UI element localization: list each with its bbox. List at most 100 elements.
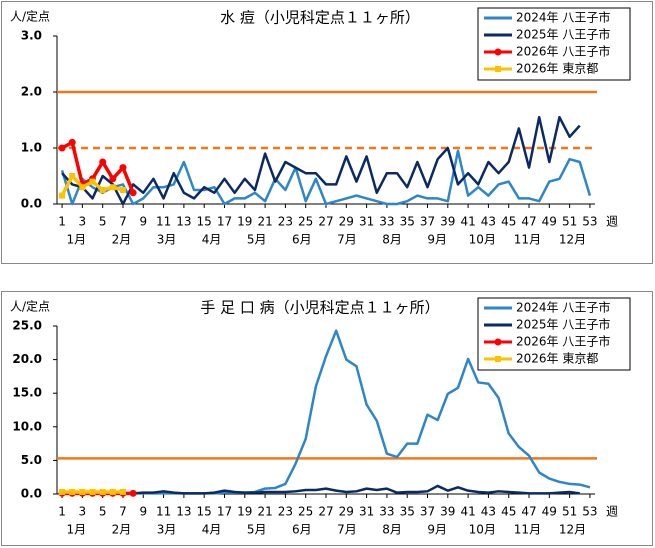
x-tick-label: 31: [359, 215, 374, 229]
x-tick-label: 21: [257, 215, 272, 229]
x-tick-label: 3: [79, 215, 87, 229]
x-tick-label: 45: [501, 215, 516, 229]
month-label: 7月: [337, 233, 357, 247]
x-tick-label: 5: [99, 215, 107, 229]
point: [119, 488, 126, 495]
month-label: 11月: [514, 523, 541, 537]
month-label: 9月: [427, 233, 447, 247]
y-tick-label: 1.0: [21, 141, 42, 155]
point: [89, 488, 96, 495]
x-tick-label: 17: [217, 505, 232, 519]
x-tick-label: 7: [119, 505, 127, 519]
x-tick-label: 9: [139, 505, 147, 519]
month-label: 1月: [66, 233, 86, 247]
legend-marker: [495, 356, 501, 362]
month-label: 3月: [157, 233, 177, 247]
legend-marker: [495, 66, 501, 72]
y-tick-label: 2.0: [21, 85, 42, 99]
x-tick-label: 53: [582, 505, 597, 519]
x-tick-label: 3: [79, 505, 87, 519]
x-tick-label: 53: [582, 215, 597, 229]
series-line: [61, 115, 581, 206]
month-label: 4月: [202, 523, 222, 537]
x-tick-label: 49: [542, 215, 557, 229]
x-tick-label: 11: [156, 505, 171, 519]
month-label: 6月: [292, 233, 312, 247]
x-tick-label: 29: [339, 215, 354, 229]
y-tick-label: 15.0: [12, 386, 42, 400]
month-label: 10月: [469, 233, 496, 247]
point: [68, 138, 76, 146]
x-tick-label: 17: [217, 215, 232, 229]
month-label: 2月: [112, 523, 132, 537]
month-label: 12月: [559, 233, 586, 247]
month-label: 3月: [157, 523, 177, 537]
y-tick-label: 25.0: [12, 319, 42, 333]
x-tick-label: 47: [521, 215, 536, 229]
legend-label: 2026年 八王子市: [516, 334, 610, 349]
month-label: 8月: [382, 523, 402, 537]
y-tick-label: 0.0: [21, 487, 42, 501]
month-label: 9月: [427, 523, 447, 537]
legend-label: 2025年 八王子市: [516, 317, 610, 332]
y-tick-label: 3.0: [21, 29, 42, 43]
x-tick-label: 51: [562, 215, 577, 229]
month-label: 4月: [202, 233, 222, 247]
point: [99, 187, 106, 193]
month-label: 11月: [514, 233, 541, 247]
legend-marker: [494, 338, 502, 346]
x-tick-label: 23: [278, 215, 293, 229]
x-axis-unit: 週: [606, 215, 618, 229]
point: [109, 175, 117, 183]
month-label: 1月: [66, 523, 86, 537]
x-tick-label: 45: [501, 505, 516, 519]
x-tick-label: 31: [359, 505, 374, 519]
point: [79, 488, 86, 495]
x-tick-label: 25: [298, 215, 313, 229]
point: [109, 184, 116, 191]
x-tick-label: 43: [481, 505, 496, 519]
x-tick-label: 5: [99, 505, 107, 519]
point: [99, 488, 106, 495]
legend-label: 2026年 東京都: [516, 352, 598, 366]
y-tick-label: 5.0: [21, 453, 42, 467]
point: [59, 488, 66, 495]
x-tick-label: 19: [237, 215, 252, 229]
x-tick-label: 11: [156, 215, 171, 229]
x-tick-label: 39: [440, 215, 455, 229]
legend-label: 2025年 八王子市: [516, 27, 610, 42]
month-label: 12月: [559, 523, 586, 537]
y-tick-label: 20.0: [12, 352, 42, 366]
x-tick-label: 15: [197, 215, 212, 229]
point: [109, 488, 116, 495]
panel-frame: [1, 1, 653, 264]
x-tick-label: 23: [278, 505, 293, 519]
point: [89, 178, 96, 185]
x-tick-label: 7: [119, 215, 127, 229]
month-label: 7月: [337, 523, 357, 537]
point: [119, 164, 127, 172]
x-tick-label: 1: [58, 505, 66, 519]
point: [79, 184, 86, 191]
month-label: 5月: [247, 233, 267, 247]
x-tick-label: 47: [521, 505, 536, 519]
month-label: 6月: [292, 523, 312, 537]
point: [119, 187, 126, 193]
y-axis-title: 人/定点: [10, 299, 50, 314]
y-axis-title: 人/定点: [10, 9, 50, 24]
month-label: 10月: [469, 523, 496, 537]
point: [129, 489, 137, 497]
point: [69, 488, 76, 495]
x-tick-label: 1: [58, 215, 66, 229]
x-tick-label: 25: [298, 505, 313, 519]
x-tick-label: 41: [460, 215, 475, 229]
x-tick-label: 29: [339, 505, 354, 519]
x-tick-label: 33: [379, 505, 394, 519]
x-tick-label: 51: [562, 505, 577, 519]
x-tick-label: 35: [400, 505, 415, 519]
x-tick-label: 9: [139, 215, 147, 229]
point: [129, 189, 137, 197]
y-tick-label: 10.0: [12, 419, 42, 433]
month-label: 5月: [247, 523, 267, 537]
series-line: [62, 484, 580, 495]
